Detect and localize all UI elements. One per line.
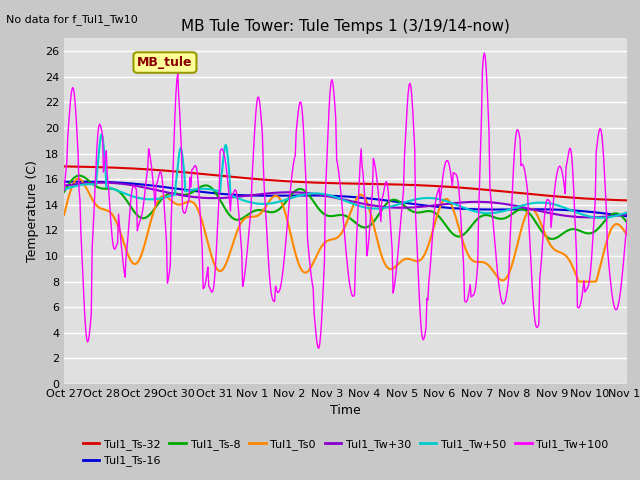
- Tul1_Tw+100: [160, 194, 168, 200]
- Tul1_Tw+50: [623, 210, 631, 216]
- Tul1_Ts0: [60, 212, 68, 218]
- Tul1_Ts-8: [316, 207, 324, 213]
- Tul1_Tw+30: [60, 183, 68, 189]
- Tul1_Ts0: [316, 247, 324, 252]
- Tul1_Ts-16: [316, 192, 324, 198]
- Tul1_Tw+50: [393, 202, 401, 208]
- Tul1_Ts-32: [160, 168, 168, 173]
- Tul1_Ts-32: [484, 187, 492, 193]
- Tul1_Ts-16: [485, 206, 493, 212]
- Tul1_Tw+30: [437, 202, 445, 207]
- Tul1_Tw+100: [623, 216, 631, 222]
- Tul1_Tw+30: [393, 205, 401, 211]
- Tul1_Tw+30: [206, 195, 214, 201]
- Tul1_Tw+50: [98, 132, 106, 137]
- Tul1_Ts-32: [436, 183, 444, 189]
- Tul1_Tw+50: [316, 191, 324, 196]
- Line: Tul1_Tw+50: Tul1_Tw+50: [64, 134, 627, 218]
- Tul1_Ts0: [161, 193, 168, 199]
- Tul1_Ts-8: [161, 193, 168, 199]
- Tul1_Ts0: [74, 176, 82, 181]
- Tul1_Tw+30: [98, 180, 106, 186]
- Tul1_Ts-32: [315, 180, 323, 186]
- Tul1_Ts0: [437, 202, 445, 208]
- Line: Tul1_Tw+100: Tul1_Tw+100: [64, 53, 627, 348]
- Line: Tul1_Tw+30: Tul1_Tw+30: [64, 183, 627, 217]
- Tul1_Ts0: [485, 263, 493, 269]
- Tul1_Ts-32: [623, 197, 631, 203]
- Tul1_Tw+30: [623, 212, 631, 217]
- Tul1_Ts0: [575, 279, 583, 285]
- Tul1_Tw+30: [586, 215, 593, 220]
- Tul1_Ts-8: [60, 189, 68, 195]
- Tul1_Tw+50: [437, 197, 445, 203]
- Tul1_Ts-16: [60, 179, 68, 185]
- Line: Tul1_Ts-16: Tul1_Ts-16: [64, 181, 627, 216]
- Tul1_Tw+100: [486, 186, 494, 192]
- Tul1_Ts-16: [206, 190, 214, 196]
- Tul1_Tw+100: [60, 188, 68, 193]
- Tul1_Ts0: [623, 232, 631, 238]
- Tul1_Tw+100: [393, 262, 401, 268]
- Tul1_Tw+30: [485, 199, 493, 205]
- Tul1_Ts-8: [393, 197, 401, 203]
- Text: MB_tule: MB_tule: [137, 56, 193, 69]
- Tul1_Ts-16: [161, 184, 168, 190]
- Tul1_Tw+50: [206, 186, 214, 192]
- Tul1_Ts-16: [393, 199, 401, 204]
- Tul1_Tw+50: [485, 210, 493, 216]
- Tul1_Tw+50: [161, 195, 168, 201]
- Line: Tul1_Ts-8: Tul1_Ts-8: [64, 176, 627, 239]
- Tul1_Ts-8: [548, 236, 556, 242]
- Tul1_Tw+100: [205, 283, 212, 289]
- Text: No data for f_Tul1_Tw10: No data for f_Tul1_Tw10: [6, 14, 138, 25]
- Tul1_Ts-16: [79, 179, 86, 184]
- Tul1_Ts-16: [623, 214, 631, 219]
- Tul1_Ts-8: [623, 220, 631, 226]
- Tul1_Ts-32: [60, 164, 68, 169]
- Tul1_Ts-8: [437, 216, 445, 222]
- X-axis label: Time: Time: [330, 405, 361, 418]
- Tul1_Ts-8: [76, 173, 83, 179]
- Y-axis label: Temperature (C): Temperature (C): [26, 160, 39, 262]
- Tul1_Tw+100: [315, 345, 323, 351]
- Tul1_Tw+100: [316, 341, 324, 347]
- Tul1_Tw+30: [316, 192, 324, 198]
- Tul1_Tw+100: [437, 190, 445, 196]
- Tul1_Ts0: [206, 247, 214, 252]
- Tul1_Tw+50: [60, 187, 68, 192]
- Tul1_Ts-16: [437, 204, 445, 210]
- Title: MB Tule Tower: Tule Temps 1 (3/19/14-now): MB Tule Tower: Tule Temps 1 (3/19/14-now…: [181, 20, 510, 35]
- Legend: Tul1_Ts-32, Tul1_Ts-16, Tul1_Ts-8, Tul1_Ts0, Tul1_Tw+30, Tul1_Tw+50, Tul1_Tw+100: Tul1_Ts-32, Tul1_Ts-16, Tul1_Ts-8, Tul1_…: [78, 434, 613, 471]
- Tul1_Tw+50: [597, 215, 605, 221]
- Tul1_Ts-32: [205, 172, 212, 178]
- Tul1_Ts-8: [485, 213, 493, 218]
- Tul1_Ts0: [393, 263, 401, 268]
- Tul1_Tw+30: [161, 189, 168, 195]
- Tul1_Tw+100: [481, 50, 488, 56]
- Tul1_Ts-32: [392, 181, 400, 187]
- Tul1_Ts-8: [206, 184, 214, 190]
- Line: Tul1_Ts0: Tul1_Ts0: [64, 179, 627, 282]
- Line: Tul1_Ts-32: Tul1_Ts-32: [64, 167, 627, 200]
